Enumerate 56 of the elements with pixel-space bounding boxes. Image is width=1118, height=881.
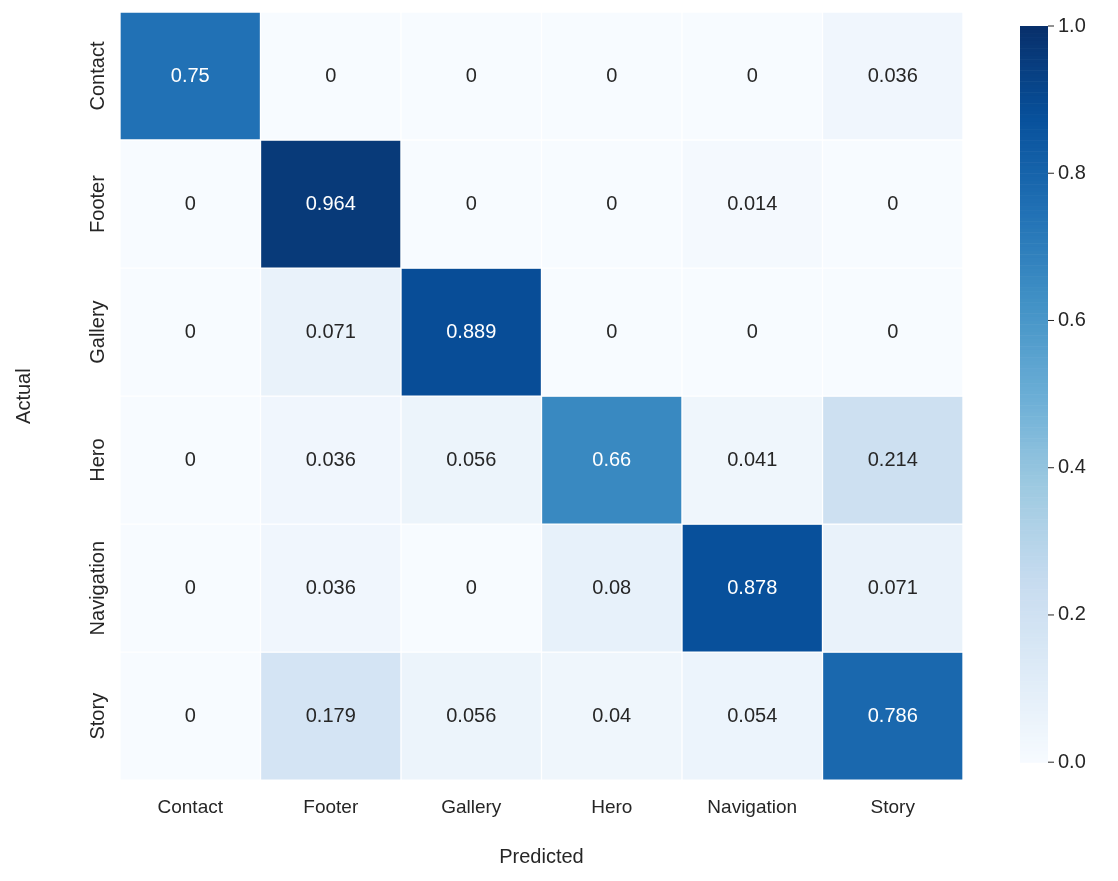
data-label: 0: [746, 63, 758, 86]
data-label: 0: [465, 191, 477, 214]
data-label: 0: [606, 63, 618, 86]
data-label: 0.036: [305, 447, 356, 470]
y-tick-label: Hero: [85, 438, 108, 482]
data-label: 0.179: [305, 703, 356, 726]
color-bar-label: 0.8: [1058, 160, 1086, 183]
color-bar-label: 0.0: [1058, 749, 1086, 772]
y-tick-label: Gallery: [85, 300, 108, 364]
data-label: 0: [184, 575, 196, 598]
data-label: 0.66: [592, 447, 632, 470]
x-tick-label: Gallery: [441, 795, 502, 817]
color-bar-label: 1.0: [1058, 13, 1086, 36]
data-label: 0: [184, 191, 196, 214]
color-bar-label: 0.2: [1058, 602, 1086, 625]
data-label: 0.056: [446, 447, 497, 470]
x-tick-label: Footer: [303, 795, 359, 817]
data-label: 0: [184, 703, 196, 726]
data-label: 0: [184, 447, 196, 470]
data-label: 0.786: [867, 703, 918, 726]
data-label: 0.878: [727, 575, 778, 598]
y-tick-label: Story: [85, 692, 108, 740]
data-label: 0: [606, 191, 618, 214]
y-axis-title: Actual: [11, 368, 34, 424]
data-label: 0.036: [867, 63, 918, 86]
x-tick-label: Hero: [591, 795, 633, 817]
data-label: 0: [465, 575, 477, 598]
data-label: 0.054: [727, 703, 778, 726]
y-tick-label: Contact: [85, 41, 108, 111]
x-tick-label: Contact: [157, 795, 224, 817]
y-tick-label: Navigation: [85, 540, 108, 636]
data-label: 0.75: [170, 63, 210, 86]
data-label: 0: [887, 319, 899, 342]
data-label: 0: [184, 319, 196, 342]
data-label: 0: [887, 191, 899, 214]
y-tick-label: Footer: [85, 174, 108, 233]
data-label: 0: [606, 319, 618, 342]
data-label: 0.964: [305, 191, 356, 214]
data-label: 0.014: [727, 191, 778, 214]
data-label: 0: [325, 63, 337, 86]
color-bar-label: 0.4: [1058, 455, 1086, 478]
data-label: 0.036: [305, 575, 356, 598]
data-label: 0.056: [446, 703, 497, 726]
x-axis-title: Predicted: [499, 844, 584, 867]
data-label: 0.04: [592, 703, 632, 726]
data-label: 0.071: [867, 575, 918, 598]
data-label: 0.214: [867, 447, 918, 470]
data-label: 0: [465, 63, 477, 86]
data-label: 0.08: [592, 575, 632, 598]
x-tick-label: Story: [870, 795, 916, 817]
x-tick-label: Navigation: [707, 795, 798, 817]
data-label: 0.041: [727, 447, 778, 470]
data-label: 0.889: [446, 319, 497, 342]
data-label: 0.071: [305, 319, 356, 342]
color-bar-label: 0.6: [1058, 308, 1086, 330]
data-label: 0: [746, 319, 758, 342]
